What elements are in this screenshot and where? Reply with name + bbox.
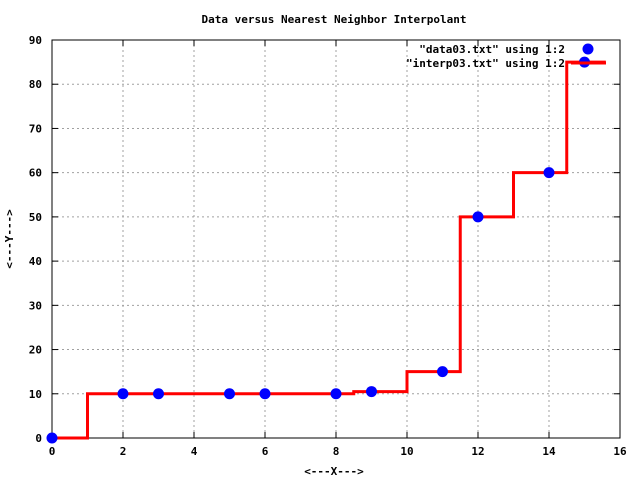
x-tick-label: 4 — [191, 445, 198, 458]
x-tick-label: 8 — [333, 445, 340, 458]
x-axis-label: <---X---> — [304, 465, 364, 478]
legend-label-interp: "interp03.txt" using 1:2 — [406, 57, 565, 70]
data-point — [366, 386, 377, 398]
data-point — [472, 211, 484, 223]
data-point — [153, 388, 164, 400]
x-tick-label: 2 — [120, 445, 127, 458]
grid — [52, 40, 620, 438]
x-tick-label: 12 — [471, 445, 484, 458]
data-point — [330, 388, 342, 400]
plot-frame — [51, 39, 621, 439]
interp-step-line — [52, 60, 606, 440]
data-point — [437, 366, 448, 378]
data-point — [259, 388, 271, 400]
legend-label-data: "data03.txt" using 1:2 — [419, 43, 565, 56]
y-tick-label: 30 — [29, 299, 42, 312]
series-layer — [46, 56, 606, 444]
x-tick-label: 14 — [542, 445, 556, 458]
y-tick-label: 40 — [29, 255, 42, 268]
data-point — [117, 388, 129, 400]
data-point — [46, 432, 58, 444]
chart-title: Data versus Nearest Neighbor Interpolant — [202, 13, 467, 26]
x-tick-label: 0 — [49, 445, 56, 458]
legend-marker-data — [582, 43, 594, 55]
y-tick-label: 90 — [29, 34, 42, 47]
x-tick-label: 6 — [262, 445, 269, 458]
data-point — [543, 167, 555, 179]
axis-ticks: 0 2 4 6 8 10 12 14 16 0 10 20 30 40 50 60 70 80 90 — [29, 34, 627, 458]
y-tick-label: 20 — [29, 344, 42, 357]
y-tick-label: 70 — [29, 122, 42, 135]
y-tick-label: 10 — [29, 388, 42, 401]
y-tick-label: 80 — [29, 78, 42, 91]
x-tick-label: 10 — [400, 445, 413, 458]
y-axis-label: <---Y---> — [3, 209, 16, 269]
y-tick-label: 50 — [29, 211, 42, 224]
legend: "data03.txt" using 1:2 "interp03.txt" us… — [406, 43, 606, 70]
y-tick-label: 60 — [29, 167, 42, 180]
data-point — [224, 388, 235, 400]
y-tick-label: 0 — [35, 432, 42, 445]
x-tick-label: 16 — [613, 445, 627, 458]
